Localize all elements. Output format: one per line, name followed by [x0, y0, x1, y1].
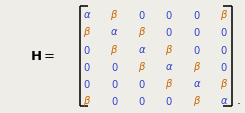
Text: $0$: $0$	[220, 43, 228, 55]
Text: .: .	[236, 94, 240, 106]
Text: $0$: $0$	[83, 60, 91, 72]
Text: $\beta$: $\beta$	[193, 59, 201, 73]
Text: $\alpha$: $\alpha$	[110, 27, 119, 37]
Text: $0$: $0$	[165, 94, 173, 106]
Text: $0$: $0$	[165, 26, 173, 38]
Text: $0$: $0$	[83, 43, 91, 55]
Text: $\beta$: $\beta$	[110, 8, 119, 22]
Text: $0$: $0$	[193, 43, 201, 55]
Text: $0$: $0$	[138, 94, 146, 106]
Text: $0$: $0$	[110, 94, 118, 106]
Text: $\alpha$: $\alpha$	[193, 78, 201, 88]
Text: $0$: $0$	[138, 9, 146, 21]
Text: $\beta$: $\beta$	[193, 93, 201, 107]
Text: $\alpha$: $\alpha$	[138, 44, 146, 54]
Text: $0$: $0$	[193, 26, 201, 38]
Text: $\alpha$: $\alpha$	[220, 95, 228, 105]
Text: $\beta$: $\beta$	[220, 8, 228, 22]
Text: $0$: $0$	[220, 26, 228, 38]
Text: $0$: $0$	[165, 9, 173, 21]
Text: $0$: $0$	[193, 9, 201, 21]
Text: $\alpha$: $\alpha$	[83, 10, 91, 20]
Text: $0$: $0$	[110, 60, 118, 72]
Text: $0$: $0$	[220, 60, 228, 72]
Text: $\mathbf{H} =$: $\mathbf{H} =$	[30, 50, 56, 63]
Text: $\beta$: $\beta$	[165, 42, 173, 56]
Text: $\alpha$: $\alpha$	[165, 61, 173, 71]
Text: $0$: $0$	[138, 77, 146, 89]
Text: $0$: $0$	[110, 77, 118, 89]
Text: $\beta$: $\beta$	[83, 93, 91, 107]
Text: $\beta$: $\beta$	[138, 59, 146, 73]
Text: $0$: $0$	[83, 77, 91, 89]
Text: $\beta$: $\beta$	[110, 42, 119, 56]
Text: $\beta$: $\beta$	[165, 76, 173, 90]
Text: $\beta$: $\beta$	[220, 76, 228, 90]
Text: $\beta$: $\beta$	[83, 25, 91, 39]
Text: $\beta$: $\beta$	[138, 25, 146, 39]
